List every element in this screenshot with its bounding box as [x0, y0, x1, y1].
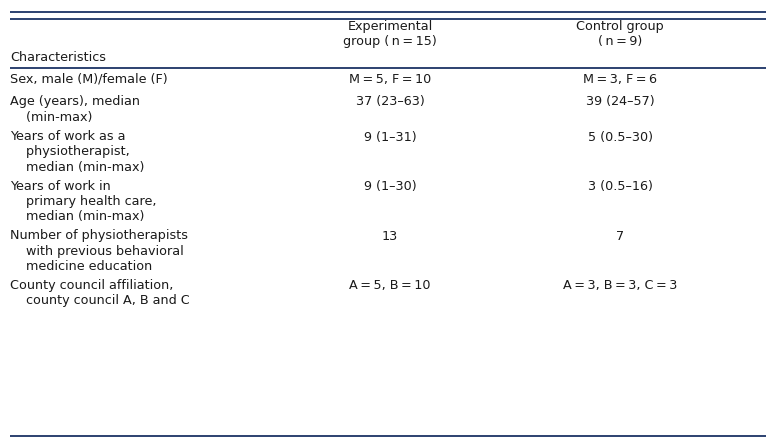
Text: A = 5, B = 10: A = 5, B = 10	[349, 279, 431, 292]
Text: Years of work in
    primary health care,
    median (min-max): Years of work in primary health care, me…	[10, 180, 157, 223]
Text: Experimental
group ( n = 15): Experimental group ( n = 15)	[343, 20, 437, 48]
Text: 7: 7	[616, 229, 624, 242]
Text: 5 (0.5–30): 5 (0.5–30)	[587, 130, 653, 143]
Text: Age (years), median
    (min-max): Age (years), median (min-max)	[10, 95, 140, 124]
Text: M = 5, F = 10: M = 5, F = 10	[349, 73, 431, 86]
Text: 37 (23–63): 37 (23–63)	[355, 95, 424, 108]
Text: 9 (1–30): 9 (1–30)	[364, 180, 416, 193]
Text: A = 3, B = 3, C = 3: A = 3, B = 3, C = 3	[563, 279, 677, 292]
Text: Years of work as a
    physiotherapist,
    median (min-max): Years of work as a physiotherapist, medi…	[10, 130, 144, 173]
Text: 39 (24–57): 39 (24–57)	[586, 95, 654, 108]
Text: 9 (1–31): 9 (1–31)	[364, 130, 416, 143]
Text: 3 (0.5–16): 3 (0.5–16)	[587, 180, 653, 193]
Text: Control group
( n = 9): Control group ( n = 9)	[576, 20, 664, 48]
Text: Characteristics: Characteristics	[10, 51, 106, 64]
Text: Sex, male (M)/female (F): Sex, male (M)/female (F)	[10, 73, 168, 86]
Text: Number of physiotherapists
    with previous behavioral
    medicine education: Number of physiotherapists with previous…	[10, 229, 188, 272]
Text: County council affiliation,
    county council A, B and C: County council affiliation, county counc…	[10, 279, 190, 307]
Text: M = 3, F = 6: M = 3, F = 6	[583, 73, 657, 86]
Text: 13: 13	[382, 229, 398, 242]
